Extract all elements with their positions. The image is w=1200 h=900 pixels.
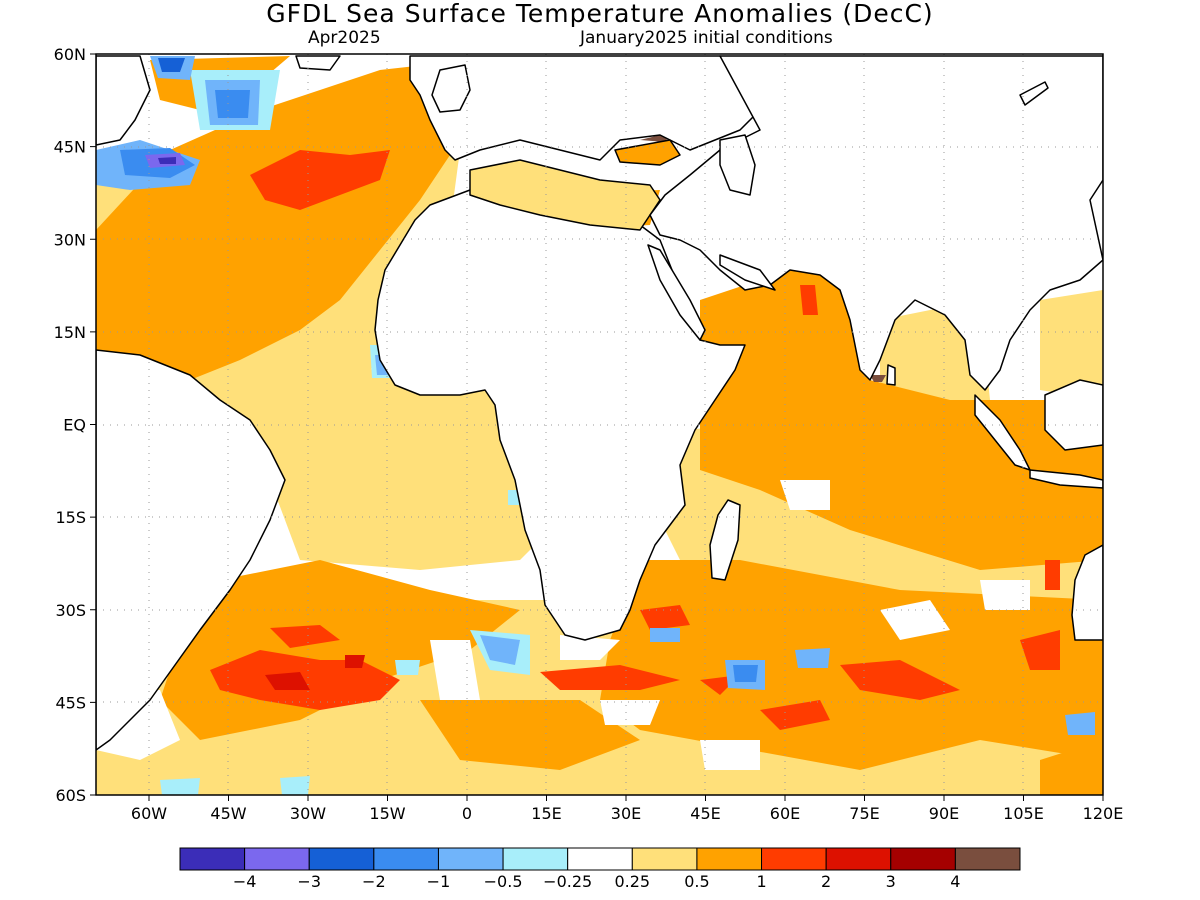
- north-america-coastline: [96, 55, 151, 146]
- anomaly-band-2-3: [265, 655, 365, 690]
- africa-coastline: [374, 189, 746, 641]
- y-tick-label: EQ: [63, 416, 86, 435]
- axis-ticks: 60W 45W 30W 15W 0 15E 30E 45E 60E 75E 90E 105E 120E 6…: [54, 45, 1124, 823]
- x-tick-label: 120E: [1083, 804, 1124, 823]
- x-tick-label: 45W: [210, 804, 246, 823]
- colorbar-label: 3: [886, 872, 896, 891]
- colorbar-label: 1: [756, 872, 766, 891]
- colorbar-label: 0.25: [614, 872, 650, 891]
- colorbar-swatch: [373, 847, 439, 871]
- colorbar-swatch: [696, 847, 763, 871]
- colorbar-label: −3: [297, 872, 321, 891]
- persian-gulf: [719, 254, 776, 291]
- colorbar-swatch: [631, 847, 698, 871]
- x-tick-label: 75E: [849, 804, 879, 823]
- australia-coastline: [1071, 544, 1103, 641]
- colorbar-swatch: [437, 847, 504, 871]
- y-tick-label: 60S: [55, 786, 86, 805]
- colorbar-swatch: [179, 847, 246, 871]
- y-tick-label: 30S: [55, 601, 86, 620]
- y-tick-label: 45N: [54, 138, 86, 157]
- colorbar-swatch: [502, 847, 569, 871]
- y-tick-label: 45S: [55, 693, 86, 712]
- y-tick-label: 15S: [55, 508, 86, 527]
- borneo: [1044, 379, 1103, 451]
- colorbar: −4 −3 −2 −1 −0.5 −0.25 0.25 0.5 1 2 3 4: [179, 847, 1021, 891]
- y-tick-label: 15N: [54, 323, 86, 342]
- colorbar-swatch: [954, 847, 1021, 871]
- europe-coastline: [409, 55, 761, 161]
- colorbar-label: −2: [362, 872, 386, 891]
- colorbar-label: −0.25: [543, 872, 592, 891]
- land-masses: [96, 55, 1103, 751]
- colorbar-swatch: [567, 847, 633, 871]
- madagascar: [709, 499, 741, 581]
- x-tick-label: 105E: [1003, 804, 1044, 823]
- initial-conditions-label: January2025 initial conditions: [580, 28, 833, 48]
- x-tick-label: 15E: [531, 804, 561, 823]
- colorbar-label: 4: [950, 872, 960, 891]
- colorbar-label: −1: [427, 872, 451, 891]
- colorbar-label: −0.5: [484, 872, 523, 891]
- south-america-coastline: [96, 349, 286, 751]
- iceland: [295, 55, 341, 71]
- asia-coastline: [649, 55, 1103, 391]
- british-isles: [431, 64, 471, 113]
- x-tick-label: 60W: [131, 804, 167, 823]
- colorbar-swatch: [825, 847, 892, 871]
- x-tick-label: 60E: [770, 804, 800, 823]
- forecast-month: Apr2025: [308, 28, 381, 48]
- x-tick-label: 30W: [290, 804, 326, 823]
- colorbar-swatch: [244, 847, 310, 871]
- colorbar-label: −4: [233, 872, 257, 891]
- colorbar-swatch: [308, 847, 375, 871]
- sri-lanka: [886, 364, 896, 386]
- negative-anomalies: [96, 56, 1095, 795]
- black-sea: [614, 139, 681, 166]
- x-tick-label: 0: [462, 804, 472, 823]
- colorbar-label: 2: [821, 872, 831, 891]
- java: [1029, 469, 1103, 489]
- caspian-sea: [719, 134, 756, 196]
- anomaly-field: [96, 54, 1103, 795]
- x-tick-label: 30E: [611, 804, 641, 823]
- map-title: GFDL Sea Surface Temperature Anomalies (…: [266, 0, 934, 28]
- colorbar-swatch: [890, 847, 956, 871]
- x-tick-label: 45E: [690, 804, 720, 823]
- y-tick-label: 60N: [54, 45, 86, 64]
- red-sea: [647, 244, 706, 341]
- near-zero-patches: [96, 480, 1030, 770]
- x-tick-label: 15W: [369, 804, 405, 823]
- colorbar-swatch: [761, 847, 827, 871]
- sakhalin: [1019, 81, 1049, 106]
- y-tick-label: 30N: [54, 230, 86, 249]
- colorbar-label: 0.5: [684, 872, 709, 891]
- x-tick-label: 90E: [929, 804, 959, 823]
